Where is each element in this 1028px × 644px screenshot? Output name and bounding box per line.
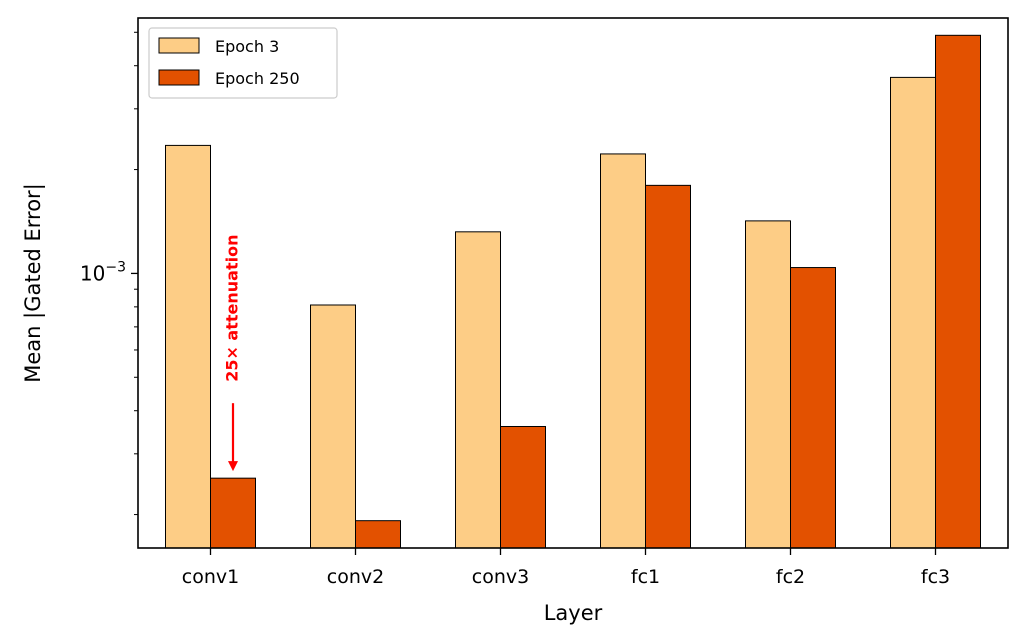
- x-tick-label-fc1: fc1: [631, 566, 660, 588]
- bar-fc1-epoch-3: [600, 153, 646, 549]
- x-tick-label-fc3: fc3: [921, 566, 950, 588]
- legend-swatch-epoch-3: [158, 37, 200, 54]
- bar-fc1-epoch-250: [645, 184, 691, 549]
- x-tick-label-conv2: conv2: [327, 566, 384, 588]
- attenuation-annotation: 25× attenuation: [223, 235, 242, 472]
- legend-swatch-epoch-250: [158, 69, 200, 86]
- annotation-label: 25× attenuation: [223, 235, 242, 382]
- y-tick-label: 10−3: [80, 259, 126, 285]
- legend-label-epoch-3: Epoch 3: [215, 37, 279, 56]
- bar-conv2-epoch-3: [310, 304, 356, 549]
- bar-fc3-epoch-250: [935, 34, 981, 549]
- bar-fc2-epoch-250: [790, 267, 836, 549]
- y-axis-label: Mean |Gated Error|: [21, 183, 46, 383]
- bar-conv1-epoch-250: [210, 477, 256, 549]
- x-axis-label: Layer: [544, 601, 603, 625]
- bars-layer: [165, 34, 981, 549]
- y-axis-ticks: 10−3: [80, 31, 138, 516]
- bar-conv3-epoch-250: [500, 425, 546, 549]
- bar-conv2-epoch-250: [355, 520, 401, 549]
- x-axis-ticks: conv1 conv2 conv3 fc1 fc2 fc3: [182, 548, 950, 588]
- legend-label-epoch-250: Epoch 250: [215, 69, 300, 88]
- bar-conv1-epoch-3: [165, 144, 211, 549]
- bar-fc2-epoch-3: [745, 220, 791, 549]
- x-tick-label-fc2: fc2: [776, 566, 805, 588]
- plot-frame: [137, 17, 1009, 549]
- x-tick-label-conv3: conv3: [472, 566, 529, 588]
- bar-conv3-epoch-3: [455, 231, 501, 549]
- legend: Epoch 3 Epoch 250: [148, 27, 338, 99]
- x-tick-label-conv1: conv1: [182, 566, 239, 588]
- bar-fc3-epoch-3: [890, 76, 936, 549]
- annotation-arrow-head: [228, 461, 238, 472]
